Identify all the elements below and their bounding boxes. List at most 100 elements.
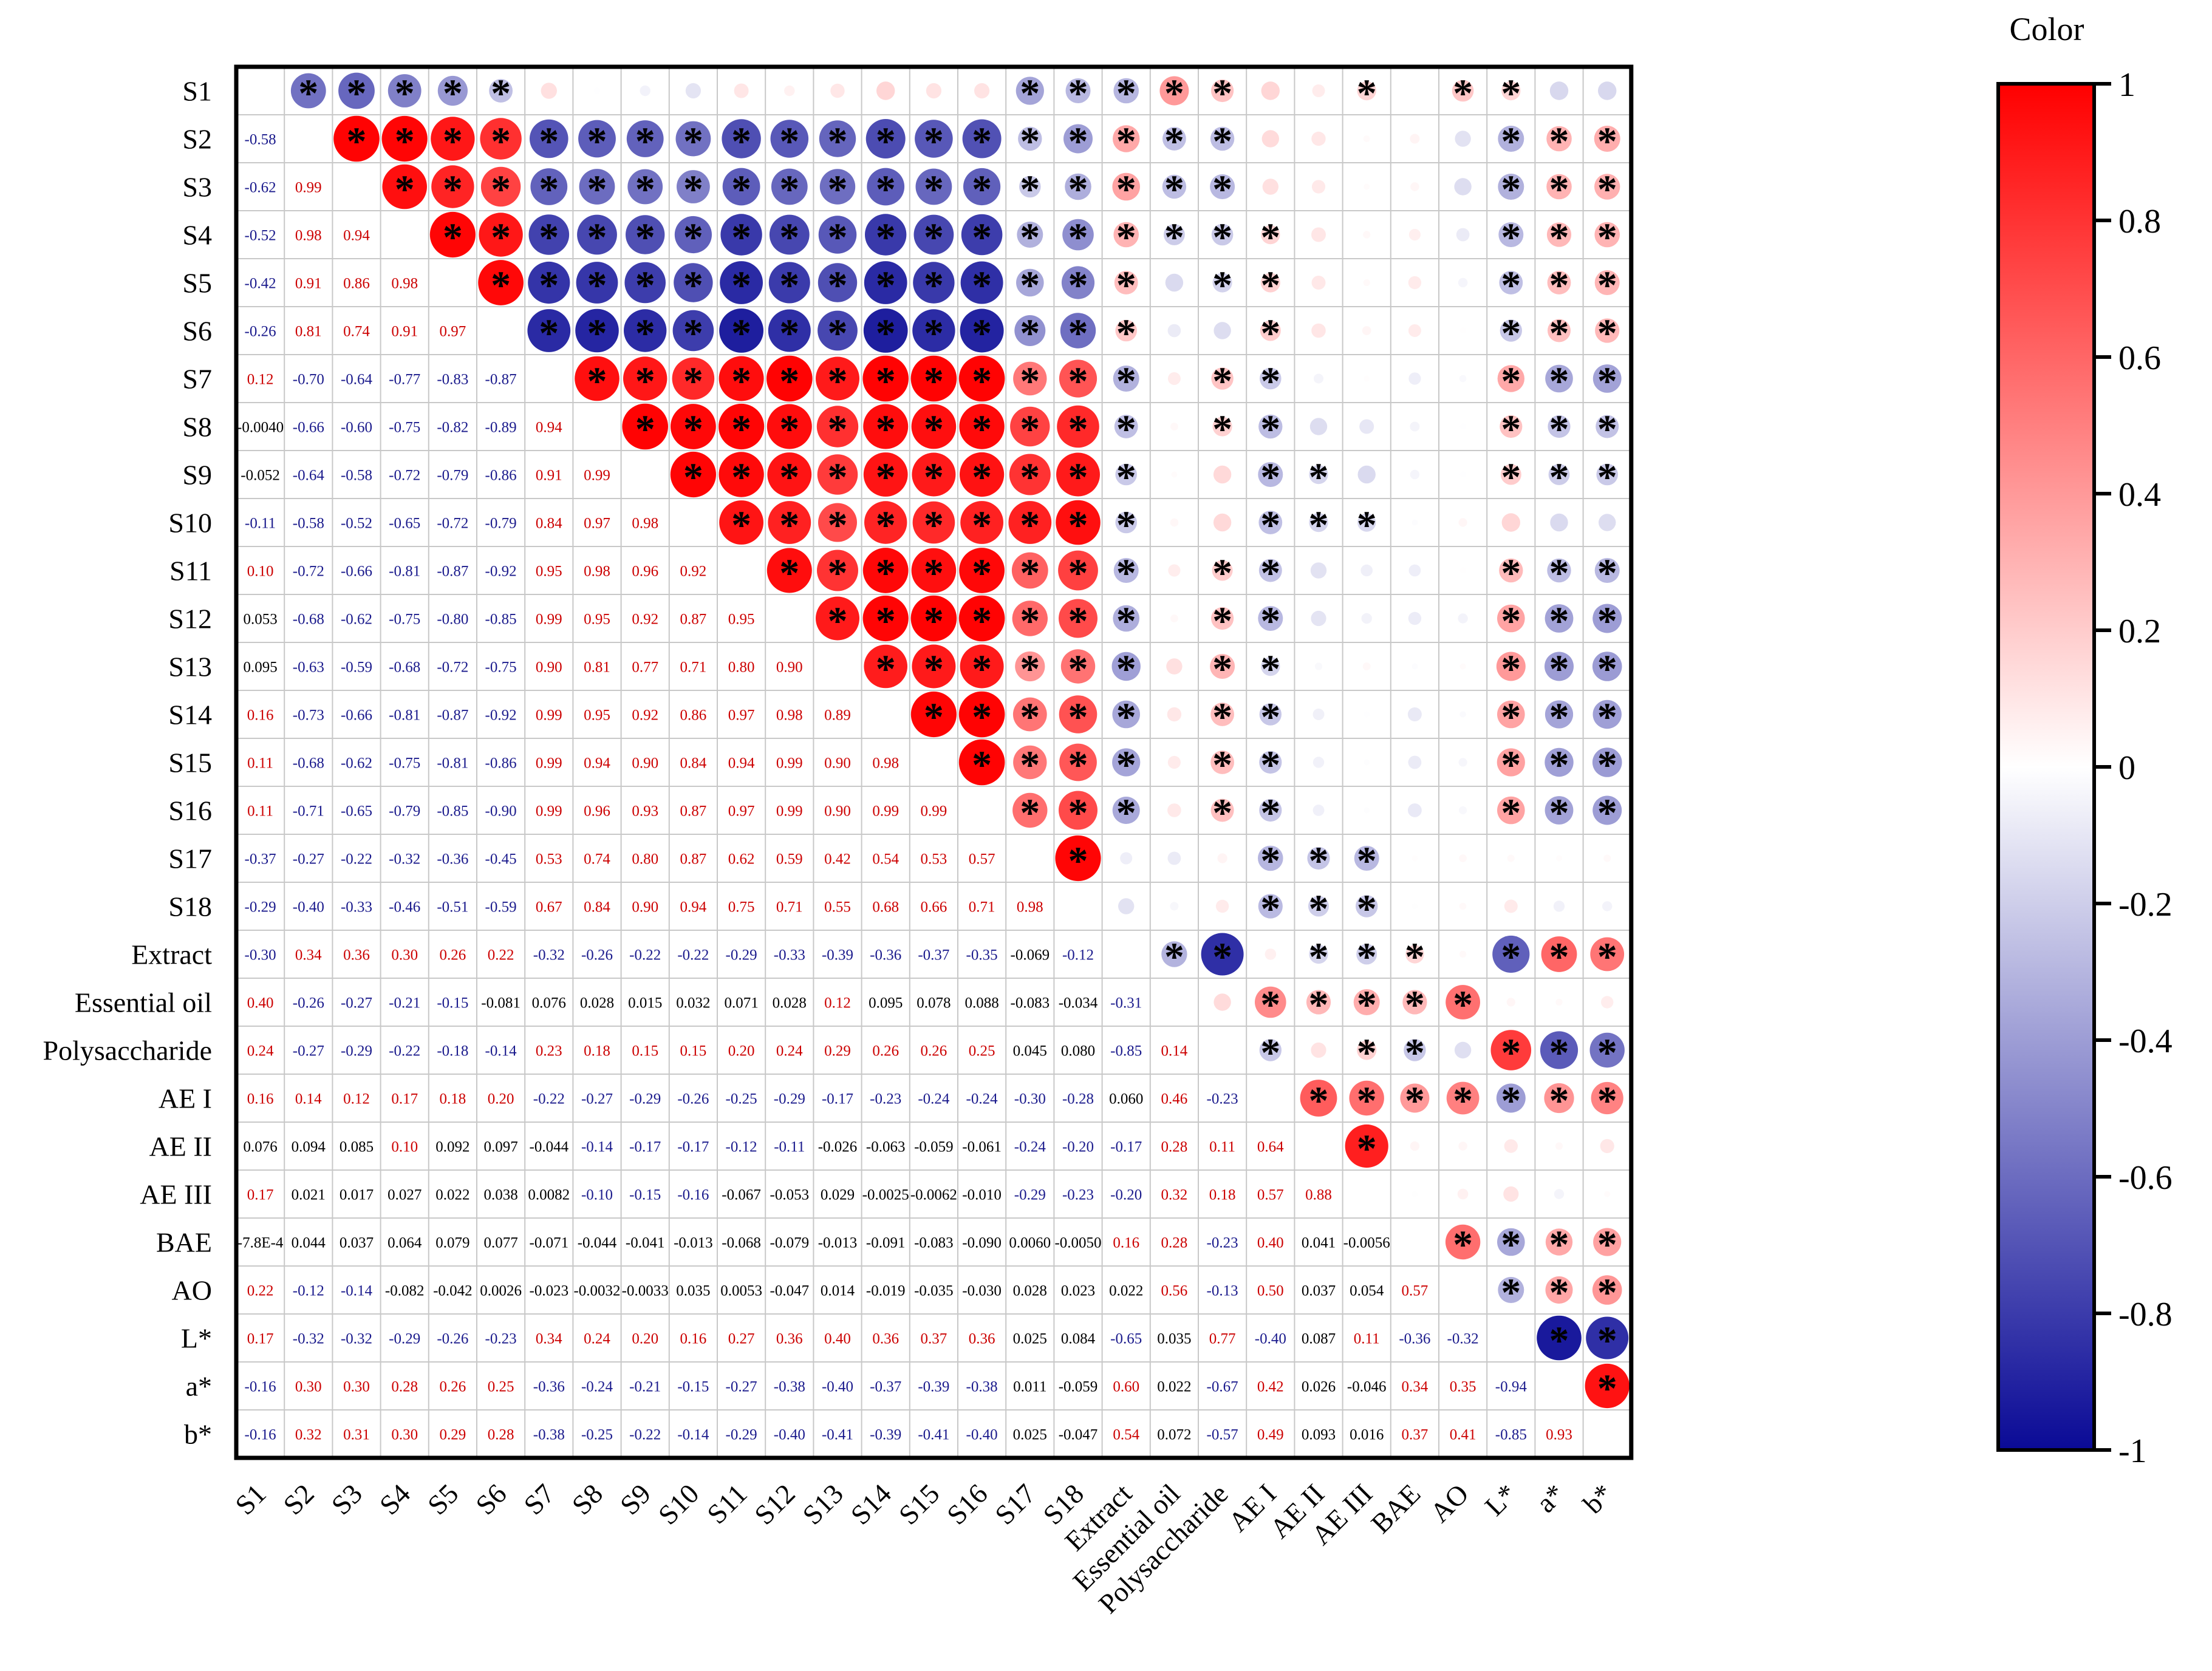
correlation-value-label: 0.016 bbox=[1350, 1427, 1384, 1443]
correlation-circle bbox=[1364, 375, 1370, 382]
correlation-value-label: 0.92 bbox=[632, 611, 658, 628]
correlation-circle bbox=[1356, 895, 1378, 917]
significance-star: * bbox=[876, 599, 896, 644]
correlation-value-label: -0.59 bbox=[341, 659, 372, 676]
significance-star: * bbox=[1405, 1079, 1425, 1123]
correlation-value-label: 0.015 bbox=[628, 995, 662, 1012]
significance-star: * bbox=[1212, 935, 1232, 979]
correlation-value-label: 0.011 bbox=[1013, 1379, 1046, 1395]
correlation-circle bbox=[1258, 606, 1283, 631]
correlation-circle bbox=[1114, 415, 1138, 438]
significance-star: * bbox=[972, 503, 992, 548]
column-label: L* bbox=[1479, 1478, 1523, 1522]
correlation-circle bbox=[1112, 172, 1140, 201]
correlation-value-label: -0.32 bbox=[533, 947, 565, 964]
correlation-circle bbox=[958, 355, 1005, 402]
significance-star: * bbox=[1549, 1031, 1569, 1075]
significance-star: * bbox=[539, 120, 559, 164]
significance-star: * bbox=[1212, 359, 1232, 404]
significance-star: * bbox=[539, 264, 559, 308]
correlation-circle bbox=[1161, 941, 1187, 967]
significance-star: * bbox=[395, 120, 415, 164]
significance-star: * bbox=[1020, 647, 1040, 692]
correlation-circle bbox=[338, 72, 375, 109]
row-label: S12 bbox=[168, 604, 212, 635]
correlation-value-label: 0.037 bbox=[1302, 1283, 1336, 1299]
correlation-value-label: -0.25 bbox=[726, 1091, 757, 1108]
correlation-value-label: -0.071 bbox=[530, 1235, 569, 1251]
correlation-circle bbox=[528, 261, 570, 304]
correlation-circle bbox=[1312, 84, 1325, 97]
significance-star: * bbox=[876, 503, 896, 548]
correlation-value-label: -0.75 bbox=[389, 755, 420, 772]
significance-star: * bbox=[1068, 407, 1088, 452]
correlation-circle bbox=[429, 211, 476, 258]
significance-star: * bbox=[1597, 695, 1617, 740]
correlation-circle bbox=[1506, 998, 1515, 1007]
significance-star: * bbox=[779, 311, 799, 356]
correlation-circle bbox=[1553, 900, 1565, 912]
correlation-circle bbox=[1594, 222, 1620, 248]
correlation-value-label: -0.059 bbox=[914, 1139, 954, 1155]
significance-star: * bbox=[1068, 216, 1088, 260]
significance-star: * bbox=[1260, 839, 1280, 883]
correlation-value-label: -0.20 bbox=[1110, 1187, 1142, 1203]
significance-star: * bbox=[1020, 599, 1040, 644]
significance-star: * bbox=[924, 311, 944, 356]
correlation-circle bbox=[722, 119, 761, 158]
correlation-circle bbox=[1261, 225, 1280, 245]
correlation-value-label: -0.58 bbox=[245, 132, 276, 148]
significance-star: * bbox=[1501, 695, 1521, 740]
correlation-value-label: -0.65 bbox=[1110, 1331, 1142, 1347]
correlation-value-label: 0.90 bbox=[632, 899, 658, 916]
significance-star: * bbox=[779, 120, 799, 164]
correlation-circle bbox=[480, 118, 522, 160]
correlation-circle bbox=[1498, 174, 1524, 200]
correlation-value-label: 0.26 bbox=[440, 1379, 466, 1395]
correlation-value-label: -0.0033 bbox=[622, 1283, 669, 1299]
correlation-circle bbox=[1113, 366, 1139, 392]
correlation-circle bbox=[958, 739, 1005, 786]
correlation-circle bbox=[1265, 948, 1277, 960]
significance-star: * bbox=[635, 216, 655, 260]
significance-star: * bbox=[828, 407, 848, 452]
significance-star: * bbox=[731, 264, 751, 308]
correlation-circle bbox=[1213, 465, 1232, 484]
correlation-value-label: 0.24 bbox=[247, 1043, 274, 1060]
correlation-value-label: -0.23 bbox=[485, 1331, 517, 1347]
correlation-value-label: 0.97 bbox=[584, 516, 610, 532]
correlation-value-label: -0.41 bbox=[822, 1427, 853, 1443]
correlation-value-label: 0.59 bbox=[776, 851, 803, 868]
significance-star: * bbox=[539, 216, 559, 260]
correlation-circle bbox=[1548, 415, 1571, 438]
correlation-circle bbox=[1065, 78, 1091, 103]
correlation-circle bbox=[1261, 656, 1280, 676]
column-label: a* bbox=[1530, 1478, 1571, 1519]
correlation-circle bbox=[1459, 902, 1467, 910]
significance-star: * bbox=[1549, 791, 1569, 836]
colorbar: Color 1 0.8 0.6 0.4 0.2 0 -0.2 -0.4 -0.6 -0.8 -1 bbox=[1996, 11, 2173, 1470]
correlation-circle bbox=[1210, 703, 1234, 726]
correlation-circle bbox=[1258, 894, 1283, 919]
correlation-circle bbox=[1594, 126, 1620, 152]
correlation-circle bbox=[1457, 1188, 1469, 1200]
correlation-circle bbox=[1456, 228, 1470, 242]
correlation-value-label: -0.70 bbox=[293, 372, 324, 388]
correlation-value-label: -0.29 bbox=[341, 1043, 372, 1060]
correlation-circle bbox=[1055, 835, 1101, 882]
correlation-value-label: -0.047 bbox=[1059, 1427, 1098, 1443]
significance-star: * bbox=[1597, 791, 1617, 836]
row-label: AE I bbox=[159, 1083, 212, 1114]
correlation-value-label: 0.75 bbox=[728, 899, 755, 916]
significance-star: * bbox=[1501, 743, 1521, 788]
significance-star: * bbox=[1357, 1127, 1377, 1171]
correlation-circle bbox=[864, 644, 907, 689]
row-label: S7 bbox=[182, 364, 212, 395]
significance-star: * bbox=[1405, 1031, 1425, 1075]
correlation-circle bbox=[1313, 757, 1325, 768]
correlation-circle bbox=[1540, 1031, 1579, 1069]
correlation-value-label: -0.60 bbox=[341, 420, 372, 436]
correlation-circle bbox=[1459, 567, 1466, 574]
significance-star: * bbox=[924, 407, 944, 452]
correlation-circle bbox=[1600, 1138, 1614, 1154]
